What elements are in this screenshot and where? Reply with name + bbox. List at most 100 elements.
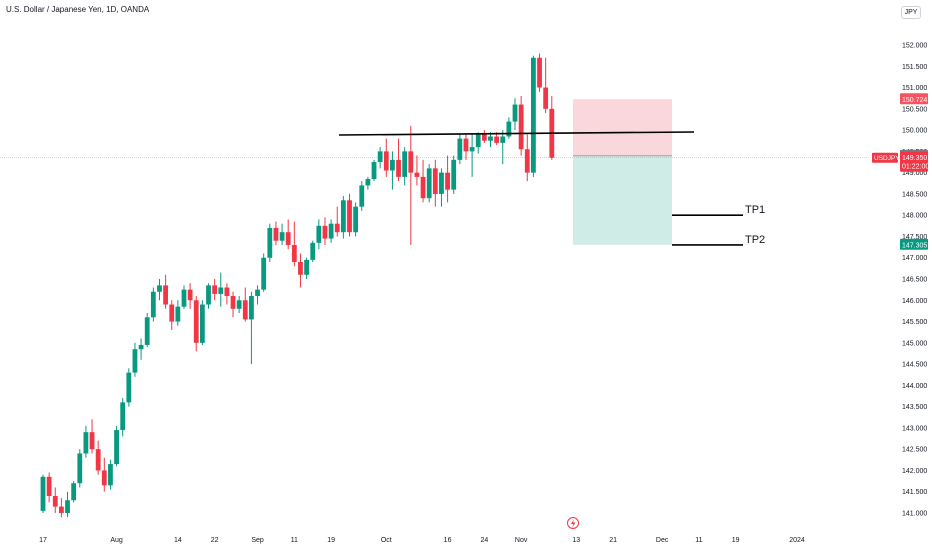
- candle-body: [291, 244, 297, 262]
- candle-body: [187, 289, 193, 301]
- candle-body: [157, 285, 162, 292]
- candle-body: [83, 432, 89, 454]
- candle-body: [365, 179, 371, 186]
- candle-body: [230, 296, 236, 309]
- currency-button[interactable]: JPY: [901, 6, 921, 19]
- candle-body: [298, 261, 303, 275]
- candle-body: [512, 104, 518, 122]
- candle-body: [40, 476, 46, 511]
- candle: [488, 132, 493, 148]
- candle: [181, 285, 187, 309]
- candle: [420, 159, 426, 203]
- price-axis: 141.000 141.500 142.000 142.500 143.000 143.5…: [902, 43, 927, 518]
- candle: [457, 134, 463, 165]
- candle: [426, 164, 432, 203]
- candle: [242, 287, 248, 322]
- candle: [432, 159, 438, 207]
- candle-body: [426, 168, 432, 199]
- y-tick-label: 144.000: [902, 383, 927, 390]
- candle-body: [236, 300, 242, 309]
- candle-body: [261, 257, 267, 290]
- time-axis: 17 Aug 14 22 Sep 11 19 Oct 16 24 Nov 13 21 Dec 11 19 202…: [39, 517, 805, 544]
- candle-body: [518, 104, 524, 150]
- x-tick-label: 19: [327, 537, 335, 544]
- candle: [304, 257, 309, 279]
- x-tick-label: 2024: [789, 537, 805, 544]
- candle: [52, 487, 58, 513]
- candle: [285, 219, 291, 250]
- candle: [46, 472, 52, 503]
- y-tick-label: 149.000: [902, 170, 927, 177]
- candle: [261, 253, 267, 292]
- countdown-text: 01:22:00: [902, 164, 929, 171]
- candle-body: [212, 285, 218, 294]
- candle-body: [322, 225, 328, 239]
- candle-body: [353, 206, 359, 233]
- candle: [144, 313, 150, 348]
- resistance-line[interactable]: [338, 131, 695, 136]
- candle: [439, 168, 444, 207]
- y-tick-label: 142.500: [902, 447, 927, 454]
- candle: [58, 498, 64, 518]
- candle-body: [304, 259, 309, 275]
- candle: [224, 283, 230, 305]
- symbol-tag-box: [872, 152, 898, 163]
- candle-body: [524, 149, 530, 173]
- candle: [322, 217, 328, 245]
- lightning-icon: [571, 519, 576, 528]
- candle-body: [414, 172, 420, 177]
- candle: [206, 283, 211, 309]
- candle-body: [193, 300, 199, 343]
- candle-body: [347, 200, 352, 233]
- candle: [347, 193, 352, 237]
- price-label-box: [900, 93, 928, 105]
- candle: [524, 134, 530, 182]
- y-tick-label: 141.500: [902, 489, 927, 496]
- candle-body: [101, 470, 107, 486]
- candle: [414, 155, 420, 186]
- x-tick-label: 22: [211, 537, 219, 544]
- events-icon[interactable]: [567, 517, 579, 529]
- candle: [83, 425, 89, 458]
- candle-body: [537, 57, 542, 88]
- candle: [298, 253, 303, 288]
- candle-body: [377, 151, 383, 162]
- x-tick-label: 19: [732, 537, 740, 544]
- candle-body: [506, 121, 512, 137]
- candle-body: [169, 304, 175, 322]
- candle-body: [249, 296, 254, 320]
- candle: [291, 221, 297, 267]
- candle: [157, 279, 162, 301]
- candle-body: [475, 134, 481, 148]
- candle: [316, 219, 322, 250]
- candle-body: [77, 453, 83, 484]
- y-tick-label: 150.500: [902, 106, 927, 113]
- candle-body: [95, 449, 101, 471]
- price-label-text: 147.305: [902, 242, 927, 249]
- candle: [138, 338, 144, 360]
- candle: [371, 159, 377, 182]
- take-profit-zone: [573, 155, 672, 245]
- candle: [543, 57, 549, 114]
- candle-body: [279, 232, 285, 241]
- candle: [163, 274, 168, 309]
- y-tick-label: 151.000: [902, 85, 927, 92]
- candle: [481, 130, 487, 143]
- y-tick-label: 152.000: [902, 43, 927, 50]
- y-tick-label: 144.500: [902, 362, 927, 369]
- candle-body: [224, 287, 230, 297]
- y-tick-label: 148.000: [902, 213, 927, 220]
- candle: [267, 223, 273, 262]
- candle-body: [242, 300, 248, 320]
- y-tick-label: 147.000: [902, 255, 927, 262]
- candle: [249, 291, 254, 365]
- candle: [334, 206, 340, 237]
- x-tick-label: Sep: [251, 537, 264, 544]
- candle: [445, 155, 450, 203]
- candle: [212, 279, 218, 301]
- candle: [150, 287, 156, 322]
- price-label: 150.724: [900, 93, 928, 105]
- candle: [396, 138, 401, 182]
- candle-body: [273, 227, 279, 241]
